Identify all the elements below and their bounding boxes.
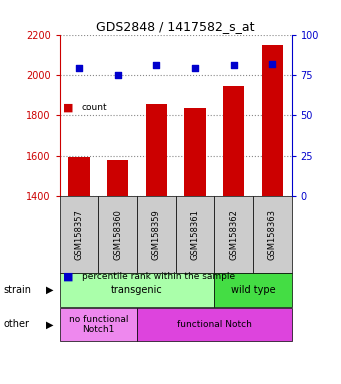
FancyBboxPatch shape — [137, 196, 176, 273]
Text: count: count — [82, 103, 107, 112]
Bar — [223, 86, 244, 196]
Text: GSM158359: GSM158359 — [152, 209, 161, 260]
Text: ▶: ▶ — [46, 285, 53, 295]
Point — [115, 72, 120, 78]
Bar — [184, 108, 206, 196]
FancyBboxPatch shape — [214, 273, 292, 306]
Text: ■: ■ — [63, 271, 74, 281]
Title: GDS2848 / 1417582_s_at: GDS2848 / 1417582_s_at — [97, 20, 255, 33]
Text: GSM158361: GSM158361 — [190, 209, 199, 260]
Point — [192, 65, 198, 71]
FancyBboxPatch shape — [60, 273, 214, 306]
FancyBboxPatch shape — [60, 308, 137, 341]
Text: ■: ■ — [63, 103, 74, 113]
Text: percentile rank within the sample: percentile rank within the sample — [82, 272, 235, 281]
Point — [231, 62, 236, 68]
FancyBboxPatch shape — [253, 196, 292, 273]
Bar — [262, 45, 283, 196]
Bar — [146, 104, 167, 196]
Text: strain: strain — [3, 285, 31, 295]
Bar — [68, 157, 90, 196]
FancyBboxPatch shape — [137, 308, 292, 341]
Bar — [107, 161, 128, 196]
FancyBboxPatch shape — [214, 196, 253, 273]
Point — [153, 62, 159, 68]
FancyBboxPatch shape — [60, 196, 98, 273]
Text: wild type: wild type — [231, 285, 275, 295]
Point — [269, 61, 275, 67]
Text: GSM158360: GSM158360 — [113, 209, 122, 260]
Text: GSM158357: GSM158357 — [74, 209, 84, 260]
FancyBboxPatch shape — [176, 196, 214, 273]
Text: GSM158362: GSM158362 — [229, 209, 238, 260]
FancyBboxPatch shape — [98, 196, 137, 273]
Text: functional Notch: functional Notch — [177, 320, 252, 329]
Text: transgenic: transgenic — [111, 285, 163, 295]
Text: no functional
Notch1: no functional Notch1 — [69, 315, 128, 334]
Text: ▶: ▶ — [46, 319, 53, 329]
Point — [76, 65, 82, 71]
Text: GSM158363: GSM158363 — [268, 209, 277, 260]
Text: other: other — [3, 319, 29, 329]
